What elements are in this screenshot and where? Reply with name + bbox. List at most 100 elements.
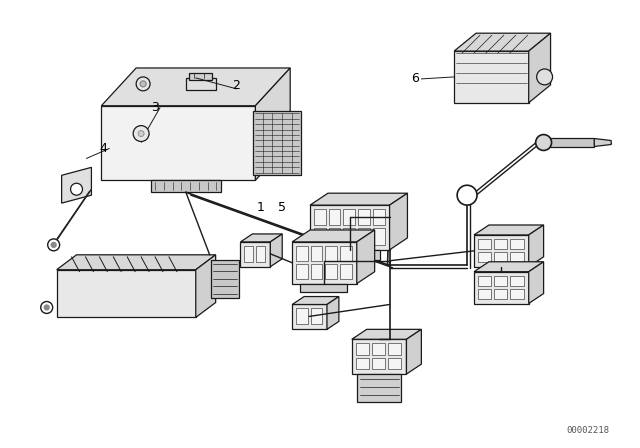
Bar <box>329 228 340 245</box>
Polygon shape <box>57 270 196 318</box>
Polygon shape <box>196 255 216 318</box>
Bar <box>388 358 401 369</box>
Bar <box>356 343 369 355</box>
Circle shape <box>457 185 477 205</box>
Bar <box>478 276 492 286</box>
Polygon shape <box>61 168 92 203</box>
Polygon shape <box>356 230 374 284</box>
Bar <box>340 246 352 261</box>
Bar <box>314 209 326 225</box>
Bar <box>186 78 216 90</box>
Bar <box>244 246 253 262</box>
Polygon shape <box>352 329 421 339</box>
Bar <box>358 228 370 245</box>
Bar <box>311 264 323 279</box>
Bar <box>344 209 355 225</box>
Bar <box>550 138 595 147</box>
Circle shape <box>48 239 60 251</box>
Bar <box>340 264 352 279</box>
Bar <box>373 209 385 225</box>
Polygon shape <box>310 205 390 250</box>
Polygon shape <box>474 262 543 271</box>
Bar <box>253 111 301 175</box>
Polygon shape <box>356 374 401 402</box>
Bar <box>478 252 492 262</box>
Bar <box>326 246 337 261</box>
Polygon shape <box>270 234 282 267</box>
Polygon shape <box>406 329 421 374</box>
Text: 6: 6 <box>412 73 419 86</box>
Polygon shape <box>241 242 270 267</box>
Bar <box>310 309 322 324</box>
Polygon shape <box>292 242 356 284</box>
Polygon shape <box>101 68 290 106</box>
Polygon shape <box>529 33 550 103</box>
Bar <box>478 289 492 298</box>
Polygon shape <box>292 297 339 305</box>
Polygon shape <box>300 284 347 292</box>
Polygon shape <box>454 51 529 103</box>
Circle shape <box>537 69 552 85</box>
Bar <box>344 228 355 245</box>
Circle shape <box>133 125 149 142</box>
Polygon shape <box>57 255 216 270</box>
Circle shape <box>41 302 52 314</box>
Polygon shape <box>101 106 255 180</box>
Text: 00002218: 00002218 <box>567 426 610 435</box>
Circle shape <box>44 305 49 310</box>
Polygon shape <box>454 33 550 51</box>
Polygon shape <box>474 271 529 303</box>
Polygon shape <box>292 305 327 329</box>
Bar <box>296 309 308 324</box>
Bar <box>329 209 340 225</box>
Bar <box>494 289 508 298</box>
Bar <box>373 228 385 245</box>
Polygon shape <box>529 262 543 303</box>
Bar <box>372 358 385 369</box>
Polygon shape <box>352 339 406 374</box>
Bar <box>296 264 308 279</box>
Bar <box>326 264 337 279</box>
Bar <box>356 358 369 369</box>
Circle shape <box>138 130 144 137</box>
Bar <box>511 289 524 298</box>
Text: 5: 5 <box>278 201 286 214</box>
Polygon shape <box>151 180 221 192</box>
Bar <box>311 246 323 261</box>
Bar <box>189 73 212 80</box>
Polygon shape <box>320 250 380 260</box>
Bar <box>296 246 308 261</box>
Polygon shape <box>241 234 282 242</box>
Bar <box>494 239 508 249</box>
Circle shape <box>136 77 150 91</box>
Bar <box>211 260 239 297</box>
Circle shape <box>536 134 552 151</box>
Bar <box>257 246 266 262</box>
Polygon shape <box>327 297 339 329</box>
Text: 3: 3 <box>151 101 159 114</box>
Bar <box>478 239 492 249</box>
Polygon shape <box>529 225 543 267</box>
Circle shape <box>51 242 56 247</box>
Polygon shape <box>292 230 374 242</box>
Bar <box>494 252 508 262</box>
Bar <box>388 343 401 355</box>
Bar <box>372 343 385 355</box>
Bar <box>511 239 524 249</box>
Text: 1: 1 <box>257 201 264 214</box>
Bar <box>494 276 508 286</box>
Bar <box>511 252 524 262</box>
Polygon shape <box>390 193 408 250</box>
Polygon shape <box>255 68 290 180</box>
Bar <box>511 276 524 286</box>
Polygon shape <box>310 193 408 205</box>
Circle shape <box>140 81 146 87</box>
Polygon shape <box>474 225 543 235</box>
Bar <box>358 209 370 225</box>
Bar <box>314 228 326 245</box>
Text: 2: 2 <box>232 79 241 92</box>
Polygon shape <box>595 138 611 146</box>
Polygon shape <box>474 235 529 267</box>
Text: 4: 4 <box>99 142 108 155</box>
Circle shape <box>70 183 83 195</box>
